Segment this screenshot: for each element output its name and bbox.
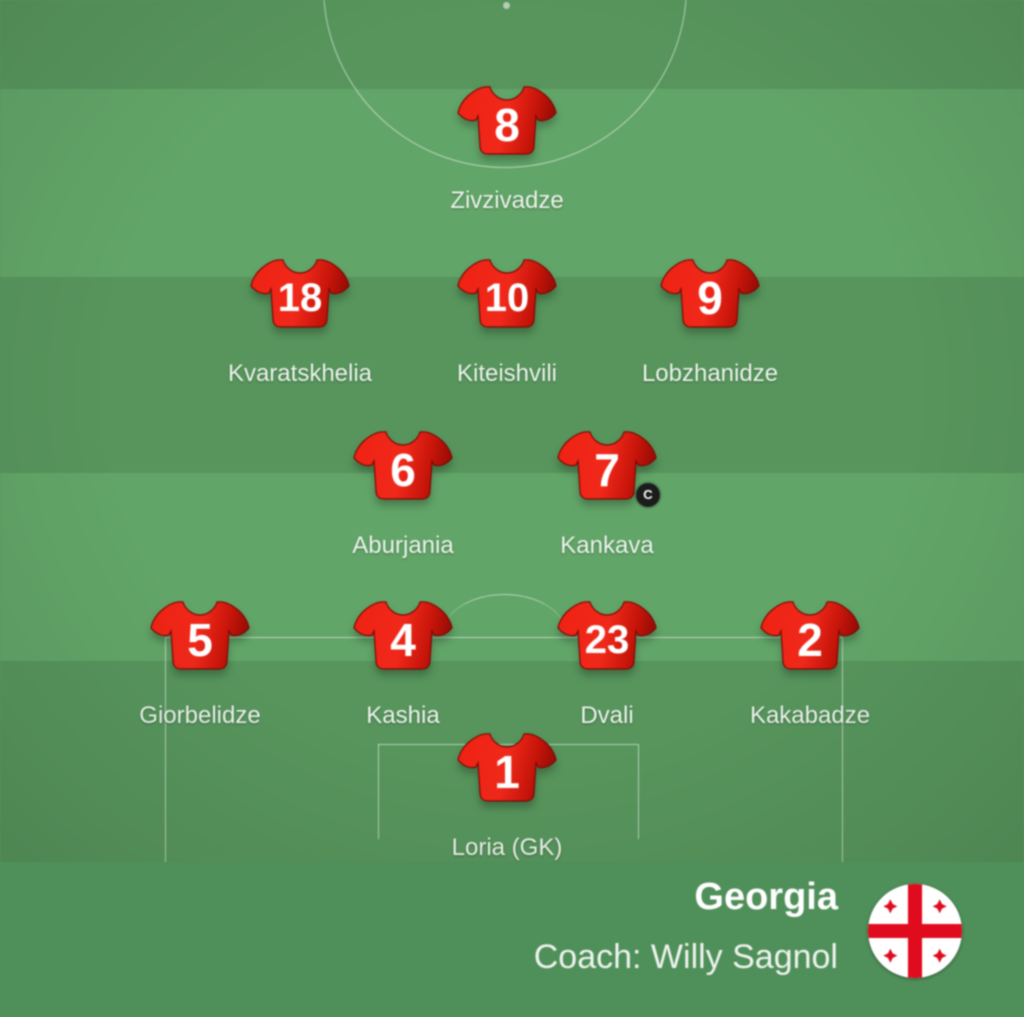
svg-text:5: 5 <box>187 614 213 666</box>
svg-text:9: 9 <box>697 272 723 324</box>
svg-text:18: 18 <box>278 276 323 320</box>
svg-text:23: 23 <box>585 618 630 662</box>
svg-text:8: 8 <box>494 99 520 151</box>
svg-text:7: 7 <box>594 444 620 496</box>
svg-text:1: 1 <box>494 746 520 798</box>
svg-text:4: 4 <box>390 614 416 666</box>
svg-text:10: 10 <box>485 276 530 320</box>
svg-text:2: 2 <box>797 614 823 666</box>
svg-text:6: 6 <box>390 444 416 496</box>
